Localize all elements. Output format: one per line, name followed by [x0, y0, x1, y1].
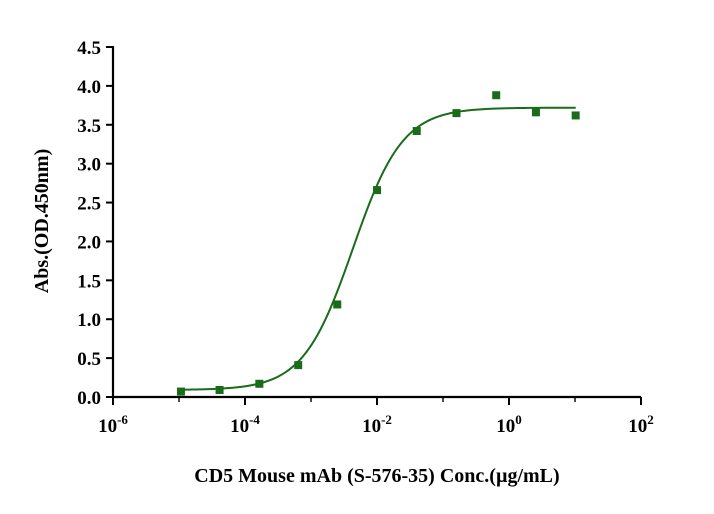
- data-point: [412, 127, 421, 135]
- x-axis-title: CD5 Mouse mAb (S-576-35) Conc.(µg/mL): [194, 465, 559, 487]
- data-point: [373, 186, 381, 195]
- y-tick-label: 1.5: [77, 271, 101, 292]
- data-point: [492, 91, 501, 100]
- y-tick-label: 4.5: [77, 38, 101, 59]
- data-point: [531, 108, 540, 117]
- y-axis: 0.0 0.5 1.0 1.5 2.0 2.5 3.0 3.5 4.0 4.5: [77, 38, 115, 409]
- data-point: [333, 300, 342, 309]
- data-point: [294, 361, 303, 370]
- y-axis-title: Abs.(OD.450nm): [31, 149, 53, 293]
- data-points: [176, 91, 580, 396]
- x-tick-label: 102: [628, 412, 654, 437]
- x-tick-label: 100: [496, 412, 522, 437]
- x-ticks: 10-6 10-4 10-2 100 102: [98, 397, 654, 437]
- x-tick-label: 10-2: [362, 412, 392, 437]
- y-tick-label: 0.0: [77, 388, 101, 409]
- y-tick-label: 1.0: [77, 310, 101, 331]
- x-axis: 10-6 10-4 10-2 100 102: [98, 395, 654, 437]
- y-tick-label: 0.5: [77, 349, 101, 370]
- y-tick-label: 3.5: [77, 116, 101, 137]
- x-tick-label: 10-6: [98, 412, 128, 437]
- x-tick-label: 10-4: [230, 412, 260, 437]
- y-tick-label: 3.0: [77, 155, 101, 176]
- y-tick-label: 4.0: [77, 77, 101, 98]
- y-ticks: 0.0 0.5 1.0 1.5 2.0 2.5 3.0 3.5 4.0 4.5: [77, 38, 113, 409]
- data-point: [571, 111, 580, 120]
- y-tick-label: 2.5: [77, 194, 101, 215]
- data-point: [452, 109, 461, 118]
- data-point: [176, 387, 185, 396]
- data-point: [255, 379, 264, 388]
- data-point: [215, 386, 224, 394]
- y-tick-label: 2.0: [77, 232, 101, 253]
- fit-curve: [180, 106, 576, 391]
